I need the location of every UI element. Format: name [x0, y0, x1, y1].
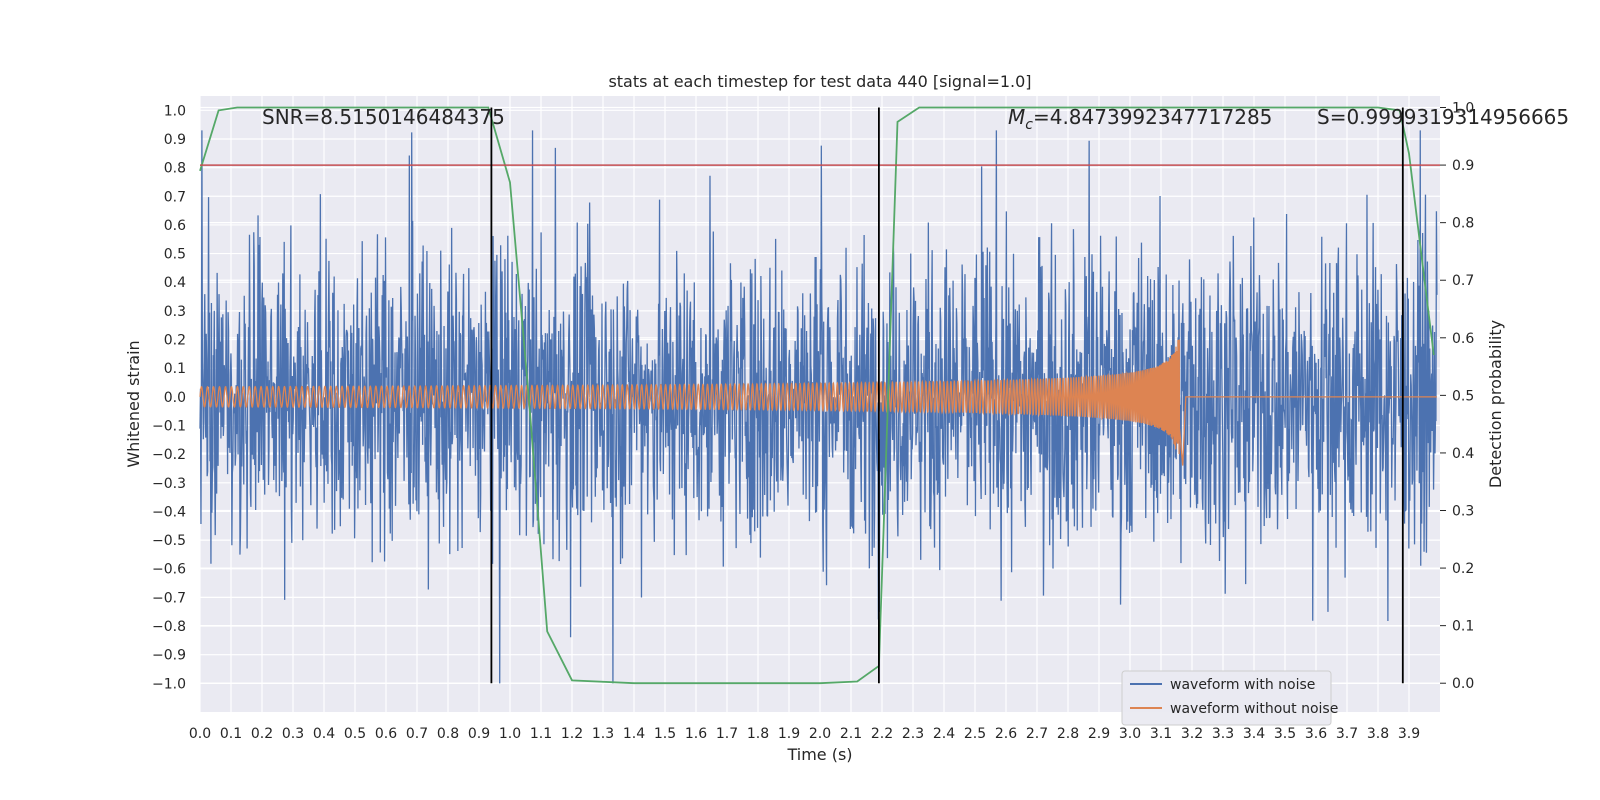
y-axis-right: 1.0 0.9 0.8 0.7 0.6 0.5 0.4 0.3 0.2 0.1 0.0	[1440, 101, 1474, 692]
y-tick-label: −0.1	[152, 418, 186, 434]
x-tick-label: 1.2	[561, 726, 583, 742]
x-tick-label: 2.0	[809, 726, 831, 742]
x-tick-label: 3.2	[1181, 726, 1203, 742]
y-tick-label: 0.0	[164, 390, 186, 406]
series-detection-probability	[199, 106, 1435, 685]
x-tick-label: 1.3	[592, 726, 614, 742]
annotation-chirp-mass: Mc=4.8473992347717285	[1008, 105, 1272, 133]
x-tick-label: 3.6	[1305, 726, 1327, 742]
x-tick-label: 2.5	[964, 726, 986, 742]
x-tick-label: 2.4	[933, 726, 955, 742]
vertical-markers	[490, 107, 1404, 684]
x-tick-label: 3.1	[1150, 726, 1172, 742]
x-tick-label: 3.5	[1274, 726, 1296, 742]
x-tick-label: 0.8	[437, 726, 459, 742]
y-tick-label: −0.7	[152, 590, 186, 606]
x-tick-label: 0.5	[344, 726, 366, 742]
y-tick-label: 0.8	[164, 161, 186, 177]
x-tick-label: 0.0	[189, 726, 211, 742]
legend-label-waveform-without-noise: waveform without noise	[1170, 701, 1338, 717]
y-tick-label: 0.4	[164, 275, 186, 291]
annotation-s: S=0.9999319314956665	[1317, 105, 1569, 129]
x-tick-label: 2.7	[1026, 726, 1048, 742]
chirp-line	[199, 339, 1437, 466]
x-axis-label: Time (s)	[786, 745, 852, 764]
y-tick-label: −0.2	[152, 447, 186, 463]
x-tick-label: 3.4	[1243, 726, 1265, 742]
legend: waveform with noise waveform without noi…	[1121, 670, 1338, 726]
y-right-tick-label: 0.1	[1452, 619, 1474, 635]
x-tick-label: 2.3	[902, 726, 924, 742]
x-tick-label: 0.4	[313, 726, 335, 742]
y-tick-label: 0.2	[164, 333, 186, 349]
x-tick-label: 2.8	[1057, 726, 1079, 742]
y-tick-label: 0.6	[164, 218, 186, 234]
x-tick-label: 0.9	[468, 726, 490, 742]
series-waveform-without-noise	[199, 339, 1437, 466]
x-tick-label: 2.9	[1088, 726, 1110, 742]
y-right-tick-label: 0.3	[1452, 504, 1474, 520]
y-tick-label: −0.4	[152, 504, 186, 520]
x-tick-label: 3.9	[1398, 726, 1420, 742]
y-tick-label: 0.7	[164, 189, 186, 205]
y-right-tick-label: 0.2	[1452, 561, 1474, 577]
y-right-tick-label: 0.0	[1452, 676, 1474, 692]
legend-label-waveform-with-noise: waveform with noise	[1170, 677, 1315, 693]
y-tick-label: 0.1	[164, 361, 186, 377]
annotation-chirp-mass-value: =4.8473992347717285	[1033, 105, 1272, 129]
y-right-tick-label: 0.9	[1452, 158, 1474, 174]
y-tick-label: −0.5	[152, 533, 186, 549]
x-tick-label: 0.1	[220, 726, 242, 742]
x-axis: 0.0 0.1 0.2 0.3 0.4 0.5 0.6 0.7 0.8 0.9 1.0 1.1 1.2 1…	[189, 726, 1420, 742]
x-tick-label: 3.3	[1212, 726, 1234, 742]
y-tick-label: −0.9	[152, 648, 186, 664]
x-tick-label: 3.7	[1336, 726, 1358, 742]
x-tick-label: 3.8	[1367, 726, 1389, 742]
y-right-tick-label: 0.5	[1452, 388, 1474, 404]
y-right-tick-label: 0.4	[1452, 446, 1474, 462]
x-tick-label: 1.6	[685, 726, 707, 742]
y-tick-label: −0.8	[152, 619, 186, 635]
x-tick-label: 0.2	[251, 726, 273, 742]
y-right-tick-label: 0.7	[1452, 273, 1474, 289]
y-right-tick-label: 0.6	[1452, 331, 1474, 347]
y-tick-label: −0.6	[152, 562, 186, 578]
x-tick-label: 0.3	[282, 726, 304, 742]
y-tick-label: 0.9	[164, 132, 186, 148]
y-axis-left: 1.0 0.9 0.8 0.7 0.6 0.5 0.4 0.3 0.2 0.1 0.0 −0.1 −0.…	[152, 103, 186, 692]
y-tick-label: −1.0	[152, 676, 186, 692]
x-tick-label: 2.6	[995, 726, 1017, 742]
y-right-tick-label: 0.8	[1452, 216, 1474, 232]
x-tick-label: 1.5	[654, 726, 676, 742]
chart-title: stats at each timestep for test data 440…	[608, 72, 1031, 91]
y-tick-label: 0.5	[164, 247, 186, 263]
legend-box	[1121, 670, 1332, 726]
y-tick-label: −0.3	[152, 476, 186, 492]
x-tick-label: 1.8	[747, 726, 769, 742]
annotation-chirp-mass-subscript: c	[1025, 117, 1033, 133]
noise-line	[199, 130, 1438, 684]
x-tick-label: 1.9	[778, 726, 800, 742]
series-waveform-with-noise	[199, 130, 1438, 684]
y-axis-label-left: Whitened strain	[124, 340, 143, 467]
annotation-chirp-mass-symbol: M	[1008, 105, 1025, 129]
x-tick-label: 1.1	[530, 726, 552, 742]
x-tick-label: 2.1	[840, 726, 862, 742]
x-tick-label: 0.6	[375, 726, 397, 742]
y-tick-label: 1.0	[164, 103, 186, 119]
x-tick-label: 1.0	[499, 726, 521, 742]
y-axis-label-right: Detection probability	[1486, 320, 1505, 488]
x-tick-label: 2.2	[871, 726, 893, 742]
y-right-tick-label: 1.0	[1452, 101, 1474, 117]
x-tick-label: 3.0	[1119, 726, 1141, 742]
x-tick-label: 0.7	[406, 726, 428, 742]
annotation-snr: SNR=8.5150146484375	[262, 105, 505, 129]
x-tick-label: 1.7	[716, 726, 738, 742]
x-tick-label: 1.4	[623, 726, 645, 742]
probability-line	[199, 106, 1435, 685]
y-tick-label: 0.3	[164, 304, 186, 320]
